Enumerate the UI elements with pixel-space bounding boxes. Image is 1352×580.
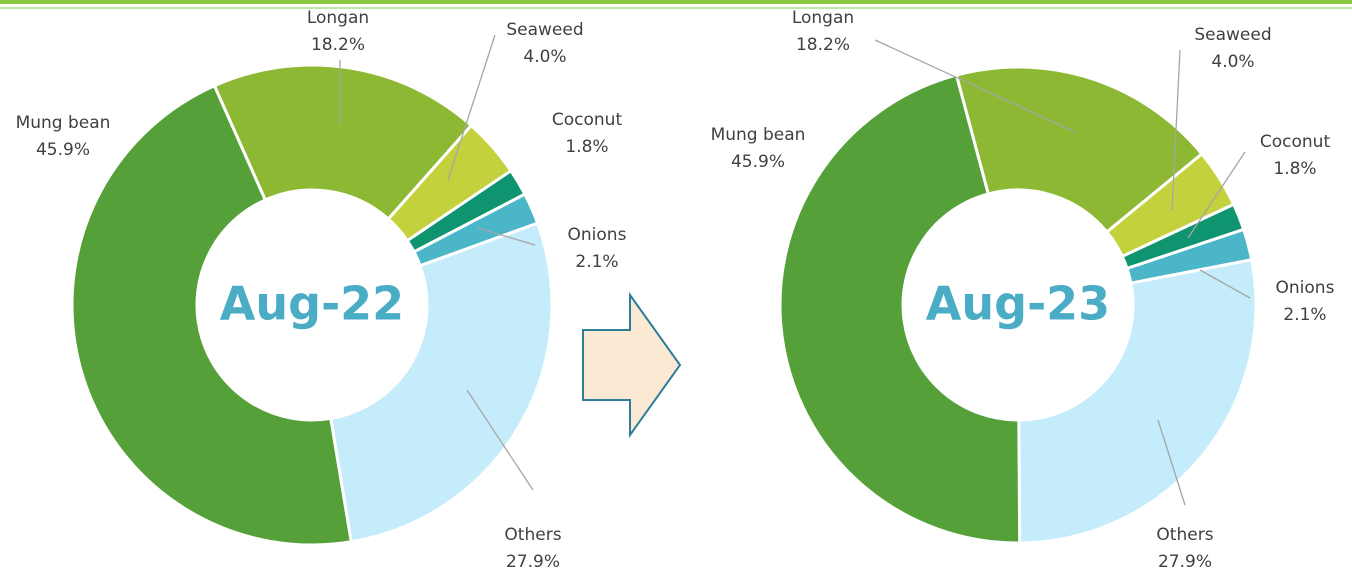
slice-label: Mung bean — [16, 113, 111, 133]
leader-line — [874, 39, 1076, 133]
value-label: 4.0% — [523, 47, 566, 67]
slice-label: Longan — [307, 8, 369, 28]
value-label: 2.1% — [1283, 305, 1326, 325]
slice — [778, 73, 1022, 545]
leader-line — [477, 227, 536, 246]
value-label: 1.8% — [1273, 159, 1316, 179]
value-label: 1.8% — [565, 137, 608, 157]
slice — [1017, 258, 1258, 545]
leader-line — [1199, 269, 1251, 299]
slice-label: Others — [504, 525, 561, 545]
slice — [70, 83, 353, 547]
slice — [954, 65, 1204, 235]
value-label: 27.9% — [506, 552, 560, 572]
slice — [329, 221, 554, 544]
slice-label: Seaweed — [1194, 25, 1271, 45]
value-label: 4.0% — [1211, 52, 1254, 72]
leader-line — [1171, 49, 1181, 211]
slice-label: Seaweed — [506, 20, 583, 40]
arrow — [582, 291, 682, 439]
value-label: 18.2% — [796, 35, 850, 55]
top-bar — [0, 0, 1352, 4]
slice-label: Coconut — [1260, 132, 1331, 152]
slice-label: Others — [1156, 525, 1213, 545]
value-label: 2.1% — [575, 252, 618, 272]
value-label: 45.9% — [36, 140, 90, 160]
value-label: 45.9% — [731, 152, 785, 172]
leader-line — [1157, 419, 1186, 506]
value-label: 18.2% — [311, 35, 365, 55]
slice-label: Longan — [792, 8, 854, 28]
center-title: Aug-22 — [220, 277, 404, 331]
leader-line — [466, 389, 534, 491]
slice-label: Mung bean — [711, 125, 806, 145]
slice — [212, 63, 474, 222]
leader-line — [447, 34, 496, 181]
slice-label: Onions — [568, 225, 627, 245]
leader-line — [1187, 151, 1246, 239]
value-label: 27.9% — [1158, 552, 1212, 572]
center-title: Aug-23 — [926, 277, 1110, 331]
slice-label: Onions — [1276, 278, 1335, 298]
slice-label: Coconut — [552, 110, 623, 130]
